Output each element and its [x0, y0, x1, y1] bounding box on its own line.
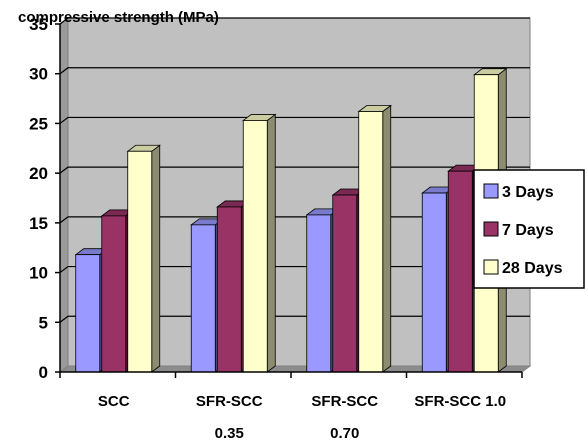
bar-front — [306, 214, 332, 373]
bar-side — [266, 113, 276, 373]
bar-front — [101, 215, 127, 373]
legend-swatch — [483, 183, 499, 199]
legend-label: 28 Days — [502, 260, 563, 277]
x-tick-label: SCC — [98, 393, 130, 410]
y-tick-label: 15 — [29, 214, 48, 233]
bar-front — [332, 194, 358, 373]
bar — [357, 104, 392, 373]
bar-front — [127, 150, 153, 373]
bar-side — [151, 144, 161, 373]
bar — [126, 144, 161, 373]
bar-front — [358, 111, 384, 373]
y-tick-label: 10 — [29, 264, 48, 283]
y-tick-label: 30 — [29, 65, 48, 84]
y-tick-label: 0 — [39, 363, 48, 382]
x-tick-label: SFR-SCC — [196, 393, 263, 410]
x-tick-label: SFR-SCC — [311, 393, 378, 410]
bar-front — [190, 224, 216, 373]
x-tick-label: 0.35 — [215, 425, 244, 442]
legend-label: 7 Days — [502, 222, 554, 239]
bar-front — [421, 192, 447, 373]
bar-side — [382, 104, 392, 373]
gridline — [59, 67, 530, 75]
y-tick-label: 20 — [29, 164, 48, 183]
bar-front — [242, 120, 268, 373]
y-tick-label: 5 — [39, 313, 48, 332]
bar-front — [75, 254, 101, 373]
legend-swatch — [483, 259, 499, 275]
legend: 3 Days 7 Days 28 Days — [473, 169, 585, 289]
y-tick-label: 35 — [29, 15, 48, 34]
axes — [55, 23, 523, 378]
y-tick-label: 25 — [29, 114, 48, 133]
bar — [242, 113, 277, 373]
x-tick-label: 0.70 — [330, 425, 359, 442]
x-tick-label: SFR-SCC 1.0 — [414, 393, 506, 410]
bar-front — [216, 206, 242, 373]
y-tick-labels: 0 5 10 15 20 25 30 35 — [29, 15, 48, 382]
gridline — [59, 17, 530, 25]
legend-swatch — [483, 221, 499, 237]
chart-title: compressive strength (MPa) — [18, 9, 219, 26]
x-tick-labels: SCC SFR-SCC 0.35 SFR-SCC 0.70 SFR-SCC 1.0 — [98, 393, 506, 442]
legend-label: 3 Days — [502, 184, 554, 201]
bar-front — [447, 170, 473, 373]
